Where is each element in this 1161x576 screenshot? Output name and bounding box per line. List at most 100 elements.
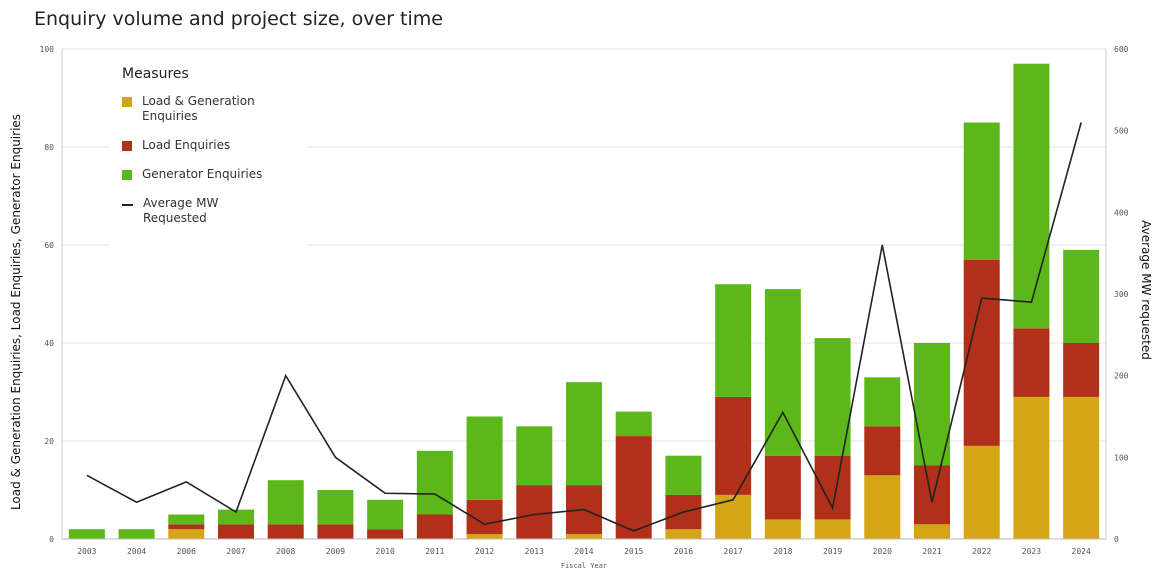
x-tick-label: 2017 [724, 547, 743, 556]
bar-segment-generator [615, 411, 652, 437]
legend-item-generator: Generator Enquiries [122, 167, 307, 182]
bar-segment-generator [516, 426, 553, 486]
x-tick-label: 2021 [922, 547, 941, 556]
bar-segment-load-generation [168, 529, 205, 539]
bar-segment-generator [814, 338, 851, 456]
bar-segment-generator [367, 499, 404, 530]
bar-segment-generator [168, 514, 205, 525]
bar-segment-load-generation [466, 534, 503, 539]
bar-segment-load [963, 259, 1000, 446]
bar-segment-generator [715, 284, 752, 397]
bar-segment-load [516, 485, 553, 539]
x-tick-label: 2015 [624, 547, 643, 556]
bar-segment-generator [466, 416, 503, 500]
legend-item-load-generation: Load & Generation Enquiries [122, 94, 307, 124]
bar-segment-load-generation [764, 519, 801, 539]
legend-item-load: Load Enquiries [122, 138, 307, 153]
y-right-tick-label: 0 [1114, 535, 1119, 544]
bar-segment-load [814, 455, 851, 520]
y-right-tick-label: 300 [1114, 290, 1129, 299]
bar-segment-load-generation [1063, 396, 1100, 539]
x-tick-label: 2023 [1022, 547, 1041, 556]
x-tick-label: 2012 [475, 547, 494, 556]
x-tick-label: 2003 [77, 547, 96, 556]
bar-segment-generator [914, 343, 950, 466]
bar-segment-load [218, 524, 254, 539]
x-tick-label: 2004 [127, 547, 146, 556]
y-left-tick-label: 20 [44, 437, 54, 446]
x-tick-label: 2016 [674, 547, 693, 556]
bar-segment-load [715, 396, 752, 495]
bar-segment-load [317, 524, 354, 539]
legend-item-avg-mw: Average MW Requested [122, 196, 307, 226]
y-left-tick-label: 60 [44, 241, 54, 250]
x-tick-label: 2006 [177, 547, 196, 556]
axis-group: 0 20 40 60 80 100 0 100 200 300 400 500 600 2003 2004 2… [40, 45, 1129, 570]
y-axis-left-label: Load & Generation Enquiries, Load Enquir… [9, 113, 23, 511]
bar-segment-load-generation [1013, 396, 1050, 539]
y-left-tick-label: 40 [44, 339, 54, 348]
bar-segment-generator [317, 490, 354, 525]
legend-swatch-generator [122, 170, 132, 180]
bar-segment-load [367, 529, 404, 539]
bar-segment-load [914, 465, 950, 525]
x-tick-label: 2008 [276, 547, 295, 556]
bar-group [68, 63, 1100, 539]
x-tick-label: 2007 [226, 547, 245, 556]
y-left-tick-label: 0 [49, 535, 54, 544]
bar-segment-load-generation [864, 475, 901, 539]
x-tick-label: 2022 [972, 547, 991, 556]
chart-title: Enquiry volume and project size, over ti… [34, 8, 443, 30]
bar-segment-generator [665, 455, 702, 495]
bar-segment-generator [68, 529, 105, 539]
bar-segment-load [615, 436, 652, 539]
bar-segment-generator [566, 382, 602, 486]
x-tick-label: 2024 [1072, 547, 1091, 556]
legend-label-generator: Generator Enquiries [142, 167, 263, 181]
legend-swatch-load-generation [122, 97, 132, 107]
x-tick-label: 2018 [773, 547, 792, 556]
bar-segment-load [1013, 328, 1050, 397]
bar-segment-load-generation [665, 529, 702, 539]
bar-segment-generator [1063, 249, 1100, 343]
x-tick-label: 2019 [823, 547, 842, 556]
bar-segment-load-generation [963, 445, 1000, 539]
bar-segment-generator [218, 509, 254, 525]
bar-segment-load-generation [914, 524, 950, 539]
bar-segment-load [416, 514, 453, 539]
bar-segment-generator [864, 377, 901, 427]
bar-segment-load [764, 455, 801, 520]
legend-swatch-avg-mw [122, 204, 133, 206]
y-left-tick-label: 100 [40, 45, 55, 54]
x-tick-label: 2020 [873, 547, 892, 556]
bar-segment-load-generation [814, 519, 851, 539]
legend-swatch-load [122, 141, 132, 151]
legend-title: Measures [122, 66, 189, 82]
bar-segment-load [864, 426, 901, 476]
bar-segment-load [267, 524, 304, 539]
bar-segment-generator [1013, 63, 1050, 329]
bar-segment-generator [416, 450, 453, 515]
bar-segment-generator [963, 122, 1000, 260]
avg-mw-line [86, 122, 1082, 532]
bar-segment-load-generation [715, 494, 752, 539]
x-axis-label: Fiscal Year [561, 562, 607, 570]
y-right-tick-label: 100 [1114, 453, 1129, 462]
legend-label-avg-mw: Average MW Requested [143, 196, 219, 225]
y-right-tick-label: 400 [1114, 208, 1129, 217]
x-tick-label: 2009 [326, 547, 345, 556]
legend-label-load: Load Enquiries [142, 138, 231, 152]
bar-segment-load [1063, 343, 1100, 397]
y-right-tick-label: 600 [1114, 45, 1129, 54]
y-right-tick-label: 200 [1114, 372, 1129, 381]
line-group [86, 122, 1082, 532]
x-tick-label: 2014 [574, 547, 593, 556]
bar-segment-generator [118, 529, 155, 539]
bar-segment-load [168, 524, 205, 530]
y-right-tick-label: 500 [1114, 127, 1129, 136]
legend: Measures Load & Generation Enquiries Loa… [110, 60, 307, 246]
y-left-tick-label: 80 [44, 143, 54, 152]
y-axis-right-label: Average MW requested [1139, 220, 1153, 360]
